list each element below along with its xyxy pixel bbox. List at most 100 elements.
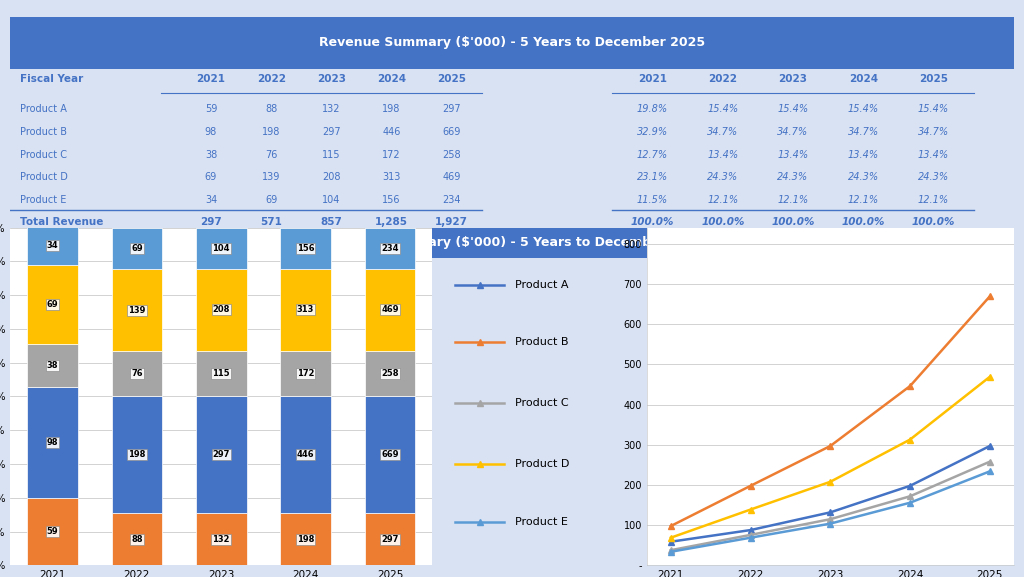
Text: Product D: Product D (515, 459, 569, 469)
Text: 19.8%: 19.8% (637, 104, 668, 114)
Bar (112, 396, 162, 514)
Text: 23.1%: 23.1% (637, 172, 668, 182)
Text: 100.0%: 100.0% (701, 217, 744, 227)
Text: 15.4%: 15.4% (918, 104, 949, 114)
Text: 208: 208 (213, 305, 230, 314)
Text: 571: 571 (260, 217, 282, 227)
Text: 857: 857 (321, 217, 342, 227)
Text: 156: 156 (382, 194, 400, 205)
Text: 69: 69 (265, 194, 278, 205)
Text: 234: 234 (442, 194, 461, 205)
Text: 115: 115 (323, 149, 341, 159)
Text: 313: 313 (382, 172, 400, 182)
Text: 2023: 2023 (778, 74, 808, 84)
Text: 2021: 2021 (638, 74, 667, 84)
Text: 38: 38 (47, 361, 58, 370)
Text: Revenue Summary ($'000) - 5 Years to December 2025: Revenue Summary ($'000) - 5 Years to Dec… (318, 36, 706, 50)
Text: 13.4%: 13.4% (777, 149, 809, 159)
Text: 139: 139 (262, 172, 281, 182)
Text: 469: 469 (442, 172, 461, 182)
Text: 132: 132 (212, 535, 230, 544)
Text: 15.4%: 15.4% (777, 104, 809, 114)
Text: 34.7%: 34.7% (708, 127, 738, 137)
Text: 297: 297 (381, 535, 398, 544)
Text: 208: 208 (323, 172, 341, 182)
Bar (27, 226, 78, 265)
Text: Product B: Product B (515, 338, 568, 347)
Bar (27, 343, 78, 387)
Text: 88: 88 (265, 104, 278, 114)
Text: 2021: 2021 (197, 74, 225, 84)
Bar (281, 351, 331, 396)
Text: 2023: 2023 (316, 74, 346, 84)
Text: 38: 38 (205, 149, 217, 159)
Text: 59: 59 (205, 104, 217, 114)
Bar (112, 228, 162, 269)
Text: 13.4%: 13.4% (848, 149, 879, 159)
Text: 98: 98 (205, 127, 217, 137)
Text: 32.9%: 32.9% (637, 127, 668, 137)
FancyBboxPatch shape (10, 17, 1014, 69)
Text: 34: 34 (205, 194, 217, 205)
Bar (281, 227, 331, 268)
Text: Product B: Product B (20, 127, 68, 137)
Text: 446: 446 (382, 127, 400, 137)
Text: 76: 76 (265, 149, 278, 159)
Text: 76: 76 (131, 369, 142, 378)
Text: 104: 104 (323, 194, 341, 205)
Text: 34.7%: 34.7% (777, 127, 809, 137)
Text: 172: 172 (297, 369, 314, 378)
Text: 24.3%: 24.3% (848, 172, 879, 182)
Bar (365, 514, 416, 565)
Text: 69: 69 (205, 172, 217, 182)
Bar (196, 351, 247, 396)
Text: 34.7%: 34.7% (848, 127, 879, 137)
Text: 198: 198 (128, 450, 145, 459)
Text: 12.1%: 12.1% (848, 194, 879, 205)
Bar (365, 268, 416, 351)
Text: 1,285: 1,285 (375, 217, 409, 227)
Bar (196, 228, 247, 269)
Text: 156: 156 (297, 243, 314, 253)
Text: 1,927: 1,927 (435, 217, 468, 227)
Text: Revenue Summary ($'000) - 5 Years to December 2025: Revenue Summary ($'000) - 5 Years to Dec… (318, 236, 706, 249)
Text: Product E: Product E (20, 194, 67, 205)
Text: 34: 34 (47, 241, 58, 250)
Text: 100.0%: 100.0% (842, 217, 885, 227)
Bar (281, 514, 331, 565)
Text: 12.1%: 12.1% (708, 194, 738, 205)
Bar (365, 227, 416, 268)
Text: 297: 297 (213, 451, 230, 459)
Text: 446: 446 (297, 450, 314, 459)
Text: Product A: Product A (20, 104, 68, 114)
Text: 2024: 2024 (377, 74, 407, 84)
Text: 669: 669 (381, 450, 398, 459)
Text: 469: 469 (381, 305, 398, 314)
Text: 100.0%: 100.0% (911, 217, 955, 227)
Bar (365, 396, 416, 514)
Bar (27, 499, 78, 565)
Text: 13.4%: 13.4% (918, 149, 949, 159)
Bar (365, 351, 416, 396)
Text: 297: 297 (200, 217, 222, 227)
Text: Product D: Product D (20, 172, 69, 182)
Text: 669: 669 (442, 127, 461, 137)
Text: 34.7%: 34.7% (918, 127, 949, 137)
Text: 115: 115 (212, 369, 230, 378)
Text: 2022: 2022 (709, 74, 737, 84)
Bar (196, 514, 247, 565)
Text: 258: 258 (442, 149, 461, 159)
Text: 12.1%: 12.1% (777, 194, 809, 205)
Text: Total Revenue: Total Revenue (20, 217, 103, 227)
Text: 13.4%: 13.4% (708, 149, 738, 159)
Bar (112, 269, 162, 351)
Text: 2024: 2024 (849, 74, 878, 84)
FancyBboxPatch shape (10, 227, 1014, 258)
Text: Product E: Product E (515, 516, 567, 527)
Text: 12.7%: 12.7% (637, 149, 668, 159)
Text: 313: 313 (297, 305, 314, 314)
Bar (196, 396, 247, 514)
Bar (281, 396, 331, 514)
Text: 98: 98 (47, 438, 58, 447)
Text: 198: 198 (262, 127, 281, 137)
